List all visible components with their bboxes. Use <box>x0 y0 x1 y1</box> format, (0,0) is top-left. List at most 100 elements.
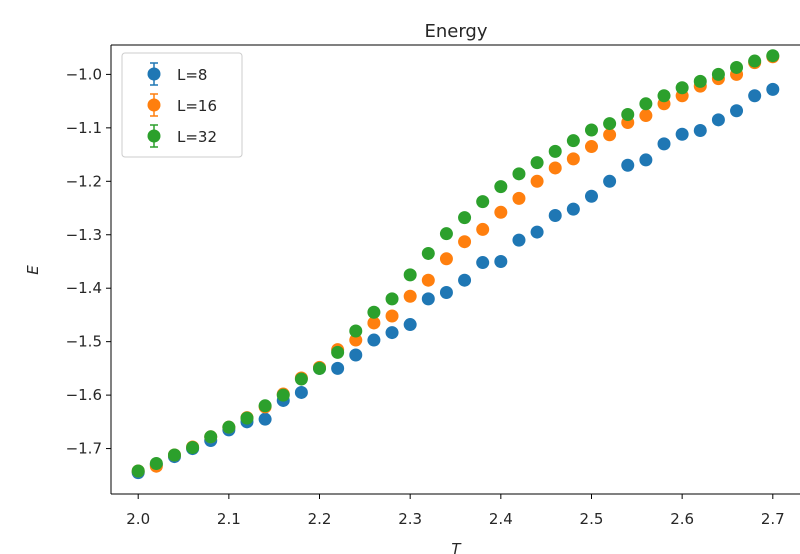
data-point <box>748 54 762 68</box>
data-point <box>458 211 472 225</box>
data-point <box>548 144 562 158</box>
data-point <box>186 440 200 454</box>
data-point <box>458 273 472 287</box>
data-point <box>349 333 363 347</box>
data-point <box>639 153 653 167</box>
data-point <box>367 305 381 319</box>
data-point <box>367 333 381 347</box>
data-point <box>421 273 435 287</box>
data-point <box>421 246 435 260</box>
data-point <box>639 109 653 123</box>
data-point <box>603 174 617 188</box>
data-point <box>530 174 544 188</box>
data-point <box>566 152 580 166</box>
legend-item: L=32 <box>147 124 217 148</box>
x-tick-label: 2.1 <box>217 510 241 528</box>
y-axis-label: E <box>24 265 42 275</box>
y-tick-label: −1.5 <box>66 333 102 351</box>
x-tick-label: 2.2 <box>308 510 332 528</box>
data-point <box>566 134 580 148</box>
data-point <box>584 123 598 137</box>
data-point <box>693 124 707 138</box>
data-point <box>693 74 707 88</box>
legend-marker <box>147 98 161 112</box>
y-tick-label: −1.4 <box>66 279 102 297</box>
x-tick-label: 2.4 <box>489 510 513 528</box>
data-point <box>313 361 327 375</box>
y-tick-label: −1.0 <box>66 65 102 83</box>
data-point <box>530 156 544 170</box>
data-point <box>439 227 453 241</box>
data-point <box>494 254 508 268</box>
x-axis-label: T <box>451 540 462 554</box>
data-point <box>222 420 236 434</box>
data-point <box>204 430 218 444</box>
x-tick-label: 2.0 <box>126 510 150 528</box>
legend-label: L=32 <box>177 128 217 146</box>
data-point <box>131 464 145 478</box>
data-point <box>421 292 435 306</box>
data-point <box>385 292 399 306</box>
data-point <box>331 345 345 359</box>
data-point <box>403 318 417 332</box>
legend-marker <box>147 129 161 143</box>
data-point <box>766 82 780 96</box>
data-point <box>512 191 526 205</box>
data-point <box>385 326 399 340</box>
x-tick-label: 2.5 <box>580 510 604 528</box>
data-point <box>167 448 181 462</box>
data-point <box>766 49 780 63</box>
data-point <box>621 107 635 121</box>
data-point <box>748 89 762 103</box>
data-point <box>512 233 526 247</box>
data-point <box>276 388 290 402</box>
y-tick-label: −1.3 <box>66 226 102 244</box>
plot-area: 2.0 2.1 2.2 2.3 2.4 2.5 2.6 2.7 −1.0 −1.1 −1.2 −1.3… <box>66 44 800 528</box>
data-point <box>584 140 598 154</box>
x-tick-label: 2.3 <box>398 510 422 528</box>
x-tick-label: 2.7 <box>761 510 785 528</box>
data-point <box>367 316 381 330</box>
data-point <box>458 235 472 249</box>
data-point <box>584 189 598 203</box>
data-point <box>494 205 508 219</box>
data-point <box>385 309 399 323</box>
data-point <box>621 158 635 172</box>
data-point <box>258 412 272 426</box>
data-point <box>439 252 453 266</box>
data-point <box>711 113 725 127</box>
legend-marker <box>147 67 161 81</box>
data-point <box>403 268 417 282</box>
data-point <box>675 81 689 95</box>
y-tick-label: −1.1 <box>66 119 102 137</box>
data-point <box>639 97 653 111</box>
data-point <box>603 117 617 131</box>
legend-label: L=8 <box>177 66 207 84</box>
data-point <box>566 202 580 216</box>
data-point <box>711 67 725 81</box>
data-point <box>657 137 671 151</box>
data-point <box>149 457 163 471</box>
y-tick-label: −1.6 <box>66 386 102 404</box>
data-point <box>476 256 490 270</box>
data-point <box>349 324 363 338</box>
data-point <box>512 167 526 181</box>
data-point <box>530 225 544 239</box>
y-tick-label: −1.2 <box>66 172 102 190</box>
data-point <box>349 348 363 362</box>
data-point <box>730 104 744 118</box>
data-point <box>657 89 671 103</box>
data-point <box>494 180 508 194</box>
data-point <box>675 127 689 141</box>
data-point <box>476 195 490 209</box>
data-point <box>603 128 617 142</box>
data-point <box>439 285 453 299</box>
data-point <box>331 361 345 375</box>
data-point <box>548 209 562 223</box>
data-point <box>240 411 254 425</box>
data-point <box>730 60 744 74</box>
data-point <box>403 289 417 303</box>
legend-label: L=16 <box>177 97 217 115</box>
chart-title: Energy <box>424 21 487 42</box>
